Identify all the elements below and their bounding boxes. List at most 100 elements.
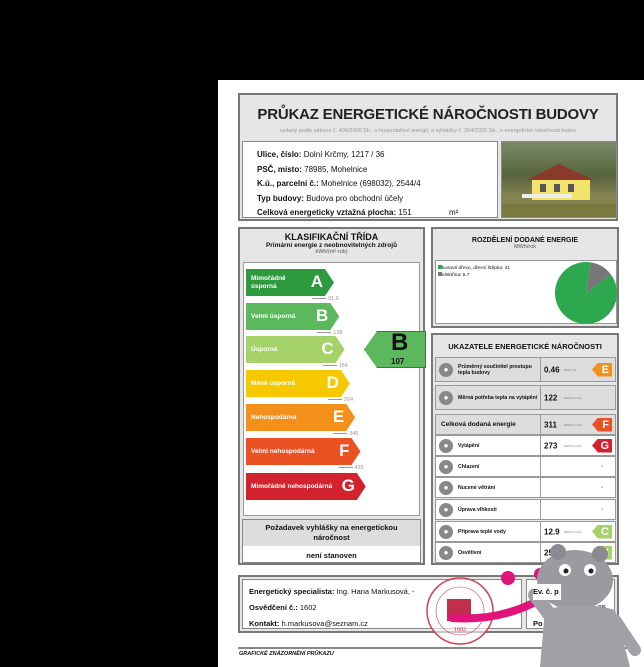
indicator-unit: kWh/(m²·rok): [564, 443, 582, 448]
indicator-value: -: [601, 506, 603, 513]
indicator-unit: W/(m²·K): [564, 367, 577, 372]
class-arrow-a: Mimořádně úsporná A: [246, 269, 334, 296]
class-threshold: 91.9: [312, 296, 339, 302]
legend-label: kusové dřevo, dřevní štěpka: 41: [442, 266, 510, 271]
field-value: 78985, Mohelnice: [304, 164, 368, 174]
indicators-title: UKAZATELE ENERGETICKÉ NÁROČNOSTI: [448, 342, 602, 351]
class-label: Velmi úsporná: [251, 312, 296, 320]
field-label: PSČ, místo:: [257, 164, 302, 174]
stamp-number: 1602: [454, 627, 466, 633]
footer-divider: [238, 647, 630, 649]
classification-subtitle: Primární energie z neobnovitelných zdroj…: [265, 242, 398, 249]
class-threshold: 138: [317, 330, 342, 336]
indicator-value: 0.46: [544, 365, 560, 374]
indicator-label: Vytápění: [458, 442, 480, 449]
indicator-unit: kWh/(m²·rok): [564, 529, 582, 534]
indicator-row: ● Chlazení -: [435, 456, 616, 477]
indicator-row: ● Úprava vlhkosti -: [435, 499, 616, 520]
class-label: Méně úsporná: [251, 379, 296, 387]
column-divider: [540, 457, 541, 476]
indicators-panel: UKAZATELE ENERGETICKÉ NÁROČNOSTI ● Průměr…: [431, 333, 619, 565]
class-letter: D: [326, 373, 339, 392]
class-letter: B: [316, 306, 329, 325]
classification-unit: kWh/(m²·rok): [315, 249, 348, 255]
indicator-row: ● Měrná potřeba tepla na vytápění 122 kWh/(…: [435, 385, 616, 410]
certificate-number: 1602: [299, 603, 317, 612]
indicator-value: 311: [544, 420, 557, 429]
document-subtitle: vydaný podle zákona č. 406/2000 Sb., o h…: [279, 128, 577, 134]
indicator-label: Měrná potřeba tepla na vytápění: [458, 394, 538, 401]
class-letter: G: [341, 476, 355, 495]
class-label: Úsporná: [251, 345, 278, 353]
specialist-name-label: Energetický specialista:: [249, 587, 335, 596]
class-letter: F: [339, 441, 350, 460]
requirement-box: Požadavek vyhlášky na energetickou nároč…: [242, 519, 421, 563]
building-photo: [501, 141, 617, 218]
indicator-label: Osvětlení: [458, 549, 482, 556]
indicator-value: 122: [544, 393, 558, 402]
building-field: Celková energeticky vztažná plocha: 151 m…: [257, 206, 497, 221]
field-value: Mohelnice (698032), 2544/4: [321, 179, 421, 188]
class-label: Mimořádně úsporná: [251, 274, 286, 290]
building-field: K.ú., parcelní č.: Mohelnice (698032), 2…: [257, 177, 497, 192]
field-label: Celková energeticky vztažná plocha:: [257, 208, 397, 217]
radiator-icon: ●: [439, 390, 453, 405]
faucet-icon: ●: [439, 524, 453, 539]
field-value: Budova pro obchodní účely: [306, 193, 404, 203]
indicator-row: Celková dodaná energie 311 kWh/(m²·rok) F: [435, 414, 616, 435]
indicator-unit: kWh/(m²·rok): [564, 422, 582, 427]
class-threshold: 345: [333, 431, 358, 437]
house-icon: ●: [439, 362, 453, 377]
distribution-panel: ROZDĚLENÍ DODANÉ ENERGIE MWh/rok kusové …: [431, 227, 619, 328]
header-box: PRŮKAZ ENERGETICKÉ NÁROČNOSTI BUDOVY vyd…: [238, 93, 618, 221]
class-letter: A: [310, 272, 323, 291]
thermometer-plus-icon: ●: [439, 438, 453, 453]
class-badge: F: [592, 417, 612, 432]
class-threshold: 264: [328, 397, 353, 403]
class-label: Velmi nehospodárná: [251, 447, 315, 455]
indicator-label: Chlazení: [458, 463, 480, 470]
column-divider: [540, 478, 541, 497]
humidity-icon: ●: [439, 502, 453, 517]
column-divider: [540, 522, 541, 541]
field-value: Dolní Krčmy, 1217 / 36: [303, 150, 385, 159]
class-letter: C: [321, 339, 334, 358]
indicator-row: ● Příprava teplé vody 12.9 kWh/(m²·rok) C: [435, 521, 616, 542]
column-divider: [540, 543, 541, 562]
column-divider: [540, 415, 541, 434]
legend-item: elektřina: 5.7: [438, 272, 510, 279]
building-field: PSČ, místo: 78985, Mohelnice: [257, 163, 497, 178]
distribution-pie: [555, 262, 617, 324]
distribution-legend: kusové dřevo, dřevní štěpka: 41 elektřina…: [438, 265, 510, 279]
bulb-icon: ●: [439, 545, 453, 560]
field-unit: m²: [449, 208, 459, 217]
legend-swatch: [438, 272, 442, 276]
field-label: Typ budovy:: [257, 193, 304, 203]
class-arrow-f: Velmi nehospodárná F: [246, 438, 361, 465]
building-photo-image: [502, 164, 616, 217]
result-value: 107: [391, 357, 405, 366]
registration-label: Ev. č. p: [533, 584, 561, 600]
building-field: Typ budovy: Budova pro obchodní účely: [257, 192, 497, 207]
indicator-value: 25: [544, 548, 553, 557]
column-divider: [540, 436, 541, 455]
indicator-row: ● Nucené větrání -: [435, 477, 616, 498]
class-badge: G: [592, 438, 612, 453]
document-title: PRŮKAZ ENERGETICKÉ NÁROČNOSTI BUDOVY: [257, 106, 599, 123]
legend-label: elektřina: 5.7: [442, 273, 470, 278]
classification-panel: KLASIFIKAČNÍ TŘÍDA Primární energie z ne…: [238, 227, 426, 565]
column-divider: [540, 386, 541, 409]
certificate-page: PRŮKAZ ENERGETICKÉ NÁROČNOSTI BUDOVY vyd…: [218, 80, 644, 667]
class-badge: C: [592, 524, 612, 539]
class-label: Mimořádně nehospodárná: [251, 482, 333, 490]
indicator-unit: kWh/(m²·rok): [564, 395, 582, 400]
indicator-value: 273: [544, 441, 558, 450]
indicator-row: ● Vytápění 273 kWh/(m²·rok) G: [435, 435, 616, 456]
column-divider: [540, 500, 541, 519]
field-label: Ulice, číslo:: [257, 150, 302, 159]
pie-slice: [586, 262, 611, 293]
indicator-label: Úprava vlhkosti: [458, 506, 497, 513]
class-badge: E: [592, 362, 612, 377]
contact-email[interactable]: h.markusova@seznam.cz: [281, 619, 368, 628]
legend-item: kusové dřevo, dřevní štěpka: 41: [438, 265, 510, 272]
